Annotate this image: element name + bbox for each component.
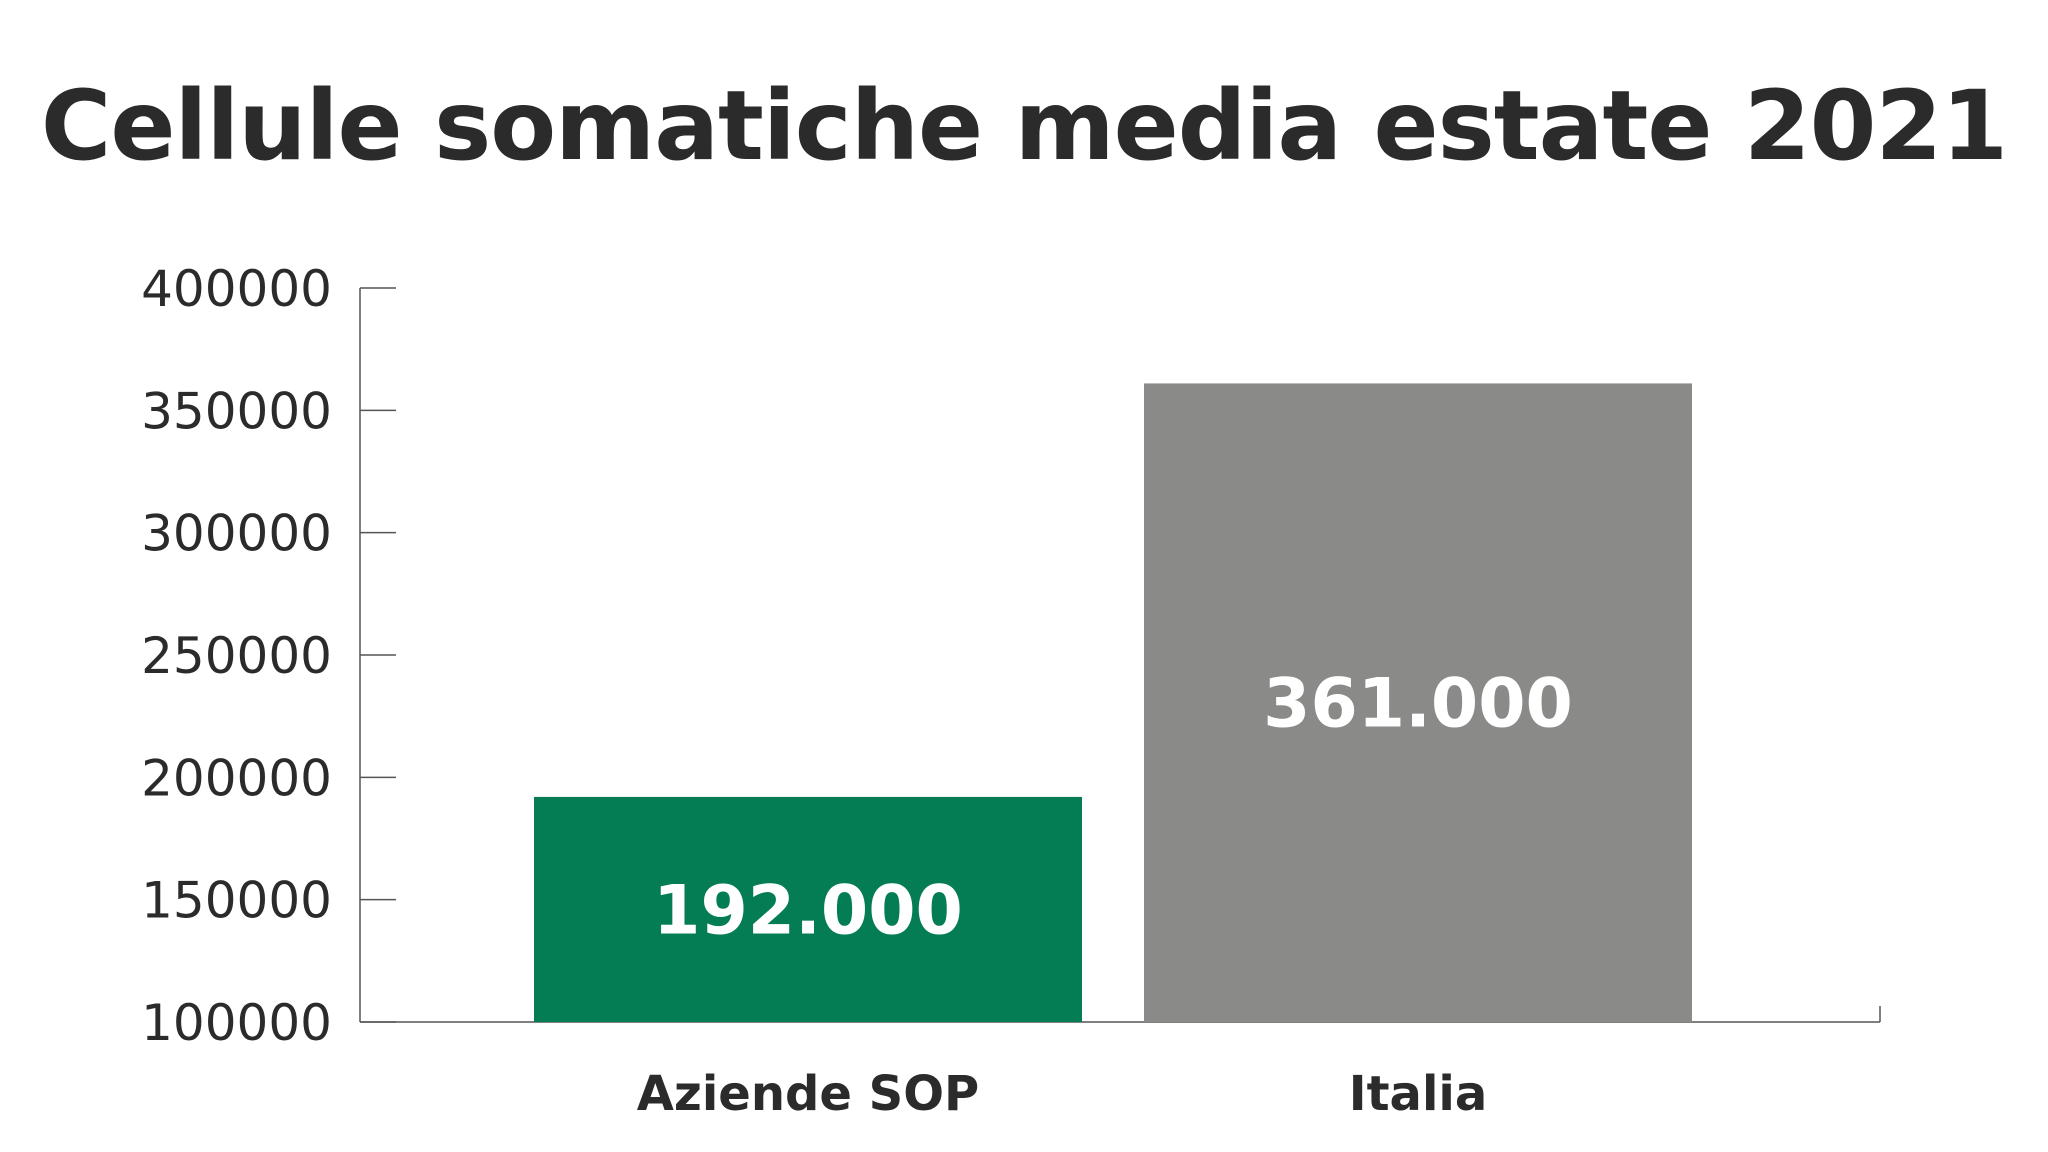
y-tick-label: 300000: [141, 505, 332, 563]
bar: [534, 796, 1082, 1022]
chart-title: Cellule somatiche media estate 2021: [40, 70, 2008, 182]
y-tick-label: 350000: [141, 382, 332, 440]
y-tick-label: 150000: [141, 872, 332, 930]
bar-data-label: 192.000: [653, 871, 963, 950]
y-tick-label: 250000: [141, 627, 332, 685]
y-tick-label: 200000: [141, 749, 332, 807]
y-tick-label: 100000: [141, 994, 332, 1052]
y-tick-label: 400000: [141, 260, 332, 318]
x-category-label: Aziende SOP: [637, 1066, 979, 1122]
bar-data-label: 361.000: [1263, 665, 1573, 744]
x-category-label: Italia: [1349, 1066, 1488, 1122]
bar: [1144, 383, 1692, 1022]
